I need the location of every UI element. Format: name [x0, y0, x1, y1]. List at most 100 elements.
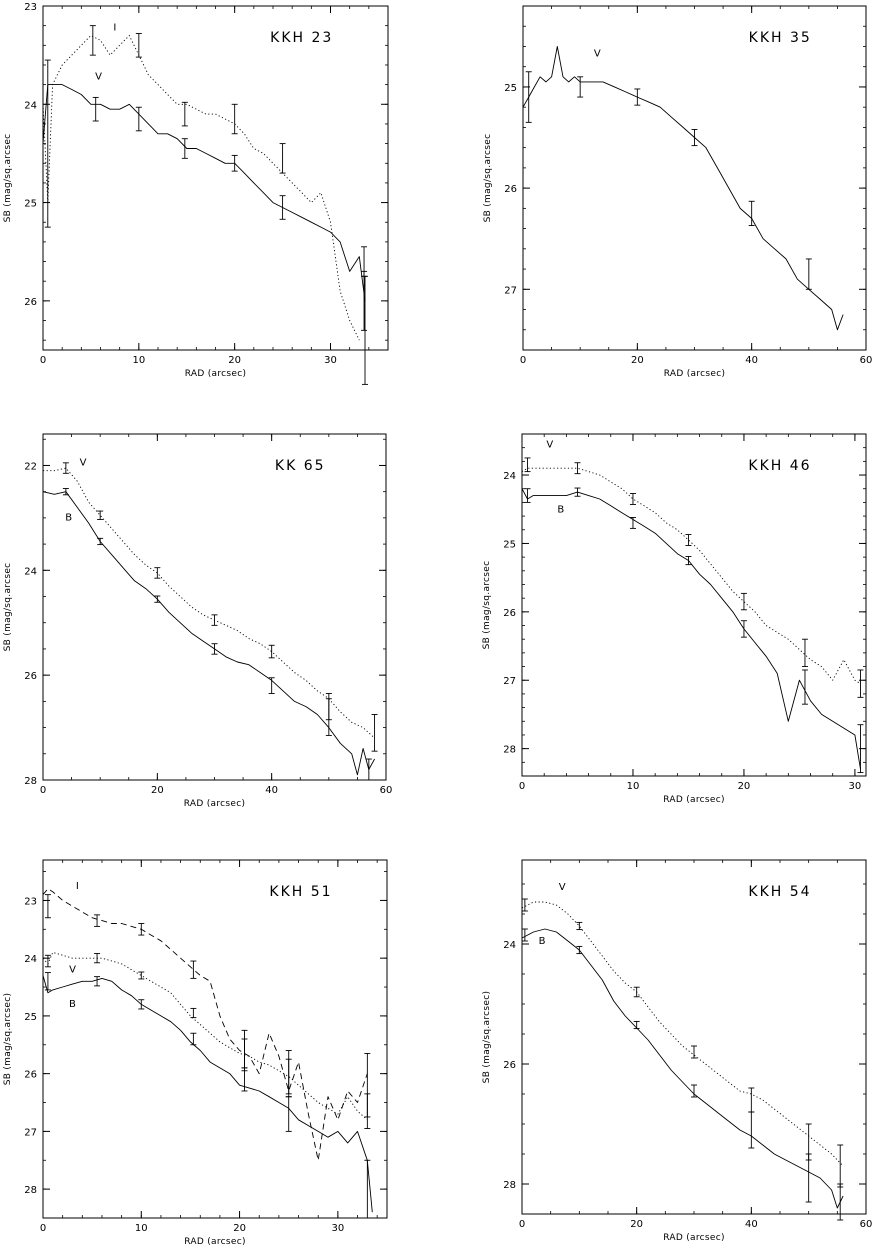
band-label-v: V — [80, 457, 87, 468]
y-axis-label: SB (mag/sq.arcsec) — [3, 993, 13, 1086]
x-tick-label: 0 — [40, 785, 46, 796]
y-tick-label: 24 — [503, 471, 516, 482]
x-axis-label: RAD (arcsec) — [184, 799, 246, 809]
panel-kkh-51: 0 10 20 30 23 24 25 26 27 28 RAD (arcsec) SB (mag/s… — [3, 859, 388, 1247]
panel-kkh-46: 0 10 20 30 24 25 26 27 28 RAD (arcsec) SB (mag/sq.… — [482, 433, 867, 805]
x-tick-label: 20 — [630, 1219, 643, 1230]
x-tick-label: 20 — [228, 355, 241, 366]
y-axis-label: SB (mag/sq.arcsec — [3, 134, 13, 223]
x-axis-label: RAD (arcsec) — [663, 1233, 725, 1243]
plot-frame — [42, 859, 388, 1219]
x-axis-label: RAD (arcsec) — [184, 1237, 246, 1247]
series-line-i — [42, 888, 368, 1161]
x-tick-label: 40 — [265, 785, 278, 796]
band-label-v: V — [559, 882, 566, 893]
series-line-v — [42, 951, 368, 1121]
x-tick-label: 20 — [631, 355, 644, 366]
x-axis-label: RAD (arcsec) — [663, 795, 725, 805]
plot-frame — [42, 5, 389, 351]
x-tick-label: 10 — [627, 781, 640, 792]
y-tick-label: 26 — [24, 671, 37, 682]
y-tick-label: 28 — [503, 1180, 516, 1191]
series-line-v — [43, 467, 375, 739]
panel-title: KKH 54 — [748, 884, 811, 900]
x-tick-label: 60 — [860, 1219, 872, 1230]
y-tick-label: 24 — [24, 954, 37, 965]
series-line-b — [521, 928, 844, 1209]
x-tick-label: 0 — [519, 1219, 525, 1230]
series-line-v — [521, 467, 861, 685]
x-tick-label: 60 — [860, 355, 872, 366]
series-line-i — [42, 35, 360, 341]
y-tick-label: 28 — [24, 776, 37, 787]
y-tick-label: 28 — [24, 1185, 37, 1196]
y-tick-label: 26 — [503, 608, 516, 619]
panel-kkh-54: 0 20 40 60 24 26 28 RAD (arcsec) SB (mag/sq.arcs… — [482, 859, 872, 1243]
band-label-b: B — [65, 513, 72, 524]
y-tick-label: 23 — [24, 2, 37, 13]
y-axis-label: SB (mag/sq.arcsec — [482, 561, 492, 650]
y-tick-label: 26 — [24, 297, 37, 308]
x-tick-label: 10 — [135, 1223, 148, 1234]
y-tick-label: 28 — [503, 745, 516, 756]
x-tick-label: 40 — [745, 355, 758, 366]
band-label-b: B — [539, 936, 546, 947]
band-label-v: V — [69, 965, 76, 976]
x-tick-label: 0 — [519, 781, 525, 792]
x-tick-label: 0 — [40, 355, 46, 366]
series-line-b — [42, 975, 373, 1213]
band-label-v: V — [95, 72, 102, 83]
band-label-v: V — [546, 440, 553, 451]
panel-title: KK 65 — [275, 458, 326, 474]
plot-frame — [521, 859, 867, 1215]
y-axis-label: SB (mag/sq.arcsec — [3, 563, 13, 652]
panel-title: KKH 23 — [270, 30, 333, 46]
y-axis-label: SB (mag/sq.arcsec — [483, 134, 493, 223]
x-tick-label: 0 — [40, 1223, 46, 1234]
x-tick-label: 20 — [738, 781, 751, 792]
y-tick-label: 27 — [24, 1127, 37, 1138]
series-line-v — [521, 901, 844, 1167]
y-tick-label: 25 — [504, 83, 517, 94]
x-tick-label: 30 — [331, 1223, 344, 1234]
band-label-b: B — [557, 505, 564, 516]
y-tick-label: 25 — [24, 1012, 37, 1023]
x-tick-label: 0 — [520, 355, 526, 366]
y-tick-label: 24 — [24, 100, 37, 111]
x-tick-label: 30 — [849, 781, 862, 792]
x-axis-label: RAD (arcsec) — [664, 369, 726, 379]
panel-title: KKH 46 — [748, 458, 811, 474]
y-tick-label: 26 — [503, 1060, 516, 1071]
y-tick-label: 24 — [24, 566, 37, 577]
band-label-b: B — [69, 999, 76, 1010]
panel-title: KKH 35 — [749, 30, 812, 46]
y-tick-label: 27 — [503, 676, 516, 687]
x-tick-label: 30 — [324, 355, 337, 366]
band-label-i: I — [76, 881, 79, 892]
plot-frame — [521, 433, 867, 777]
x-tick-label: 20 — [233, 1223, 246, 1234]
band-label-i: I — [113, 23, 116, 34]
plot-frame — [522, 5, 867, 351]
band-label-v: V — [594, 49, 601, 60]
y-tick-label: 27 — [504, 285, 517, 296]
y-tick-label: 25 — [503, 539, 516, 550]
panel-kk-65: 0 20 40 60 22 24 26 28 RAD (arcsec) SB (mag/sq.ar… — [3, 433, 393, 809]
y-tick-label: 24 — [503, 940, 516, 951]
panel-title: KKH 51 — [269, 884, 332, 900]
y-tick-label: 23 — [24, 896, 37, 907]
series-line-v — [42, 84, 366, 301]
x-tick-label: 60 — [380, 785, 393, 796]
x-axis-label: RAD (arcsec) — [185, 369, 247, 379]
y-tick-label: 26 — [24, 1070, 37, 1081]
y-axis-label: SB (mag/sq.arcsec) — [482, 991, 492, 1084]
x-tick-label: 40 — [745, 1219, 758, 1230]
x-tick-label: 20 — [151, 785, 164, 796]
plot-frame — [42, 433, 387, 781]
y-tick-label: 25 — [24, 199, 37, 210]
x-tick-label: 10 — [132, 355, 145, 366]
series-line-b — [42, 491, 375, 776]
series-line-b — [521, 488, 861, 770]
y-tick-label: 26 — [504, 184, 517, 195]
